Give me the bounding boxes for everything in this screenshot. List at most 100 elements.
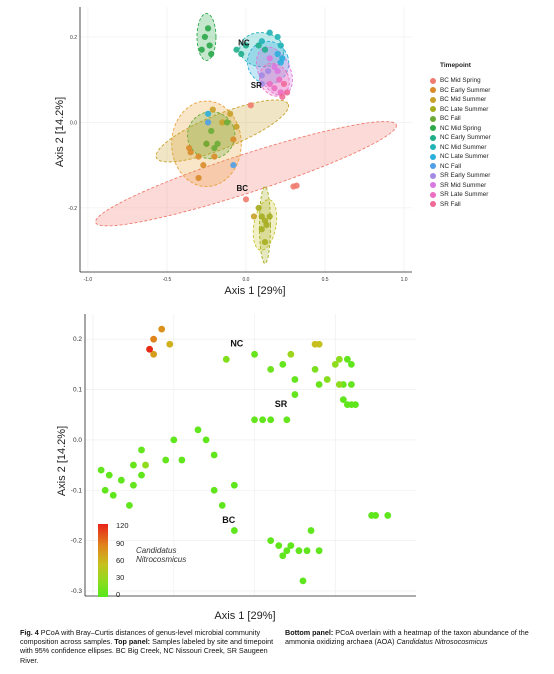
point-bc-early-summer (185, 144, 193, 152)
top-x-axis-label: Axis 1 [29%] (224, 285, 286, 297)
legend-item: NC Mid Summer (430, 144, 487, 151)
point-bc-mid-spring (293, 182, 300, 189)
heatmap-point (259, 416, 267, 424)
heatmap-point (311, 365, 319, 373)
bottom-y-tick-label: 0.0 (73, 437, 82, 444)
heatmap-point (162, 456, 170, 464)
point-nc-mid-spring (198, 46, 205, 53)
point-nc-early-summer (238, 50, 245, 58)
heatmap-point (279, 360, 287, 368)
legend-label: BC Mid Spring (440, 77, 481, 84)
heatmap-point (130, 461, 137, 469)
heatmap-point (339, 396, 347, 404)
heatmap-point (230, 481, 238, 489)
heatmap-point (323, 376, 331, 383)
legend-item: BC Late Summer (430, 106, 488, 113)
heatmap-point (158, 325, 166, 333)
top-pcoa-plot: -1.0 -0.5 0.0 0.5 1.0 -0.2 0.0 0.2 NC SR BC (68, 7, 412, 283)
heatmap-point (251, 350, 258, 358)
heatmap-point (202, 436, 210, 444)
heatmap-point (267, 537, 275, 545)
caption-top-label: Top panel: (114, 637, 151, 647)
legend-dot (430, 115, 436, 122)
point-bc-mid-summer (250, 213, 258, 220)
heatmap-point (105, 471, 113, 479)
top-annotation-nc: NC (238, 38, 250, 47)
point-sr-mid-summer (271, 63, 278, 70)
legend-dot (430, 201, 436, 207)
point-bc-late-summer (258, 226, 265, 233)
legend-item: BC Early Summer (430, 87, 490, 94)
point-bc-fall (223, 119, 231, 126)
heatmap-point (279, 552, 287, 560)
heatmap-point (210, 486, 218, 494)
heatmap-point (287, 350, 295, 358)
bottom-y-tick-label: 0.1 (73, 387, 82, 394)
colorbar-tick-0: 0 (116, 590, 121, 599)
point-sr-mid-summer (274, 68, 281, 75)
legend-label: BC Fall (440, 115, 461, 122)
top-x-tick-label: 0.5 (322, 277, 329, 283)
bottom-plot-area (85, 314, 416, 596)
point-bc-early-summer (195, 174, 202, 182)
legend-dot (430, 182, 436, 188)
legend-item: SR Early Summer (430, 172, 490, 179)
point-bc-mid-summer (219, 119, 226, 126)
legend-label: SR Mid Summer (440, 181, 487, 189)
legend-dot (430, 125, 436, 131)
point-sr-early-summer (258, 72, 265, 79)
point-bc-mid-summer (227, 110, 234, 117)
legend-item: SR Fall (430, 201, 461, 208)
bottom-annotation-bc: BC (222, 515, 235, 525)
legend-label: BC Early Summer (440, 86, 491, 94)
heatmap-point (295, 547, 303, 555)
point-bc-late-summer (258, 213, 265, 220)
heatmap-point (331, 360, 339, 368)
legend-label: SR Late Summer (440, 191, 489, 198)
legend-item: SR Late Summer (430, 191, 488, 198)
point-nc-mid-spring (204, 25, 212, 32)
legend-item: BC Mid Summer (430, 96, 486, 103)
legend-dot (430, 163, 436, 169)
heatmap-point (315, 547, 323, 555)
heatmap-point (283, 547, 291, 555)
colorbar-tick-90: 90 (116, 539, 125, 548)
point-nc-early-summer (261, 46, 269, 53)
colorbar-tick-30: 30 (116, 573, 125, 582)
heatmap-point (335, 355, 343, 363)
heatmap-point (222, 355, 230, 363)
point-sr-fall (279, 93, 286, 100)
colorbar (98, 524, 108, 597)
caption-text-3: PCoA overlain with a heatmap of the taxo… (285, 628, 529, 647)
point-sr-fall (284, 89, 291, 96)
point-bc-late-summer (261, 238, 269, 246)
legend-label: NC Mid Summer (440, 143, 487, 151)
point-sr-late-summer (266, 80, 273, 88)
top-x-tick-label: 1.0 (401, 277, 408, 283)
heatmap-point (299, 577, 307, 585)
heatmap-point (150, 335, 158, 343)
heatmap-point (315, 381, 323, 388)
point-bc-fall (214, 140, 221, 147)
bottom-x-axis-label: Axis 1 [29%] (214, 610, 276, 622)
bottom-annotation-nc: NC (230, 339, 243, 349)
bottom-pcoa-heatmap-plot: -0.4-0.20.00.2-0.3-0.2-0.10.00.10.2NCSRB… (71, 314, 416, 597)
heatmap-point (251, 416, 258, 424)
bottom-y-tick-label: -0.3 (71, 588, 83, 595)
colorbar-tick-60: 60 (116, 556, 125, 565)
colorbar-title: Candidatus Nitrocosmicus (136, 546, 187, 564)
legend-dot (430, 87, 436, 93)
point-nc-mid-summer (277, 42, 284, 49)
point-bc-mid-spring (242, 196, 250, 203)
point-bc-mid-summer (233, 123, 240, 130)
point-nc-mid-summer (258, 38, 265, 45)
top-x-tick-label: -0.5 (163, 277, 172, 283)
point-nc-fall (230, 162, 237, 169)
legend-dot (430, 106, 436, 112)
ellipse-bc-mid-spring (95, 121, 397, 227)
legend-dot (430, 134, 436, 141)
top-annotation-sr: SR (251, 81, 262, 90)
point-bc-fall (203, 140, 210, 147)
legend-label: SR Early Summer (440, 172, 491, 179)
point-sr-fall (280, 80, 288, 88)
